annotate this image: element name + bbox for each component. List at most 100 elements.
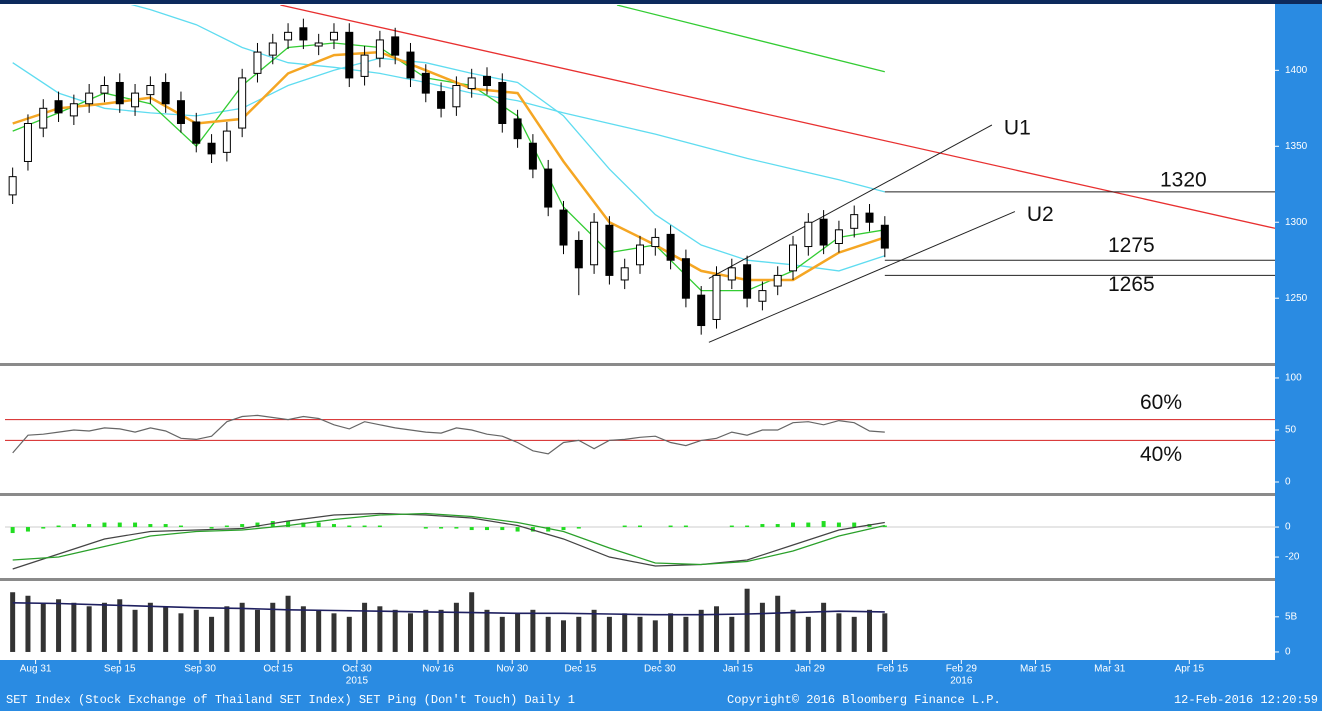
year-label: 2015 bbox=[346, 676, 369, 687]
candle-body bbox=[789, 244, 798, 272]
moving-average bbox=[12, 50, 886, 282]
volume-bar bbox=[423, 609, 429, 652]
candle-body bbox=[375, 39, 384, 59]
macd-line bbox=[12, 512, 885, 570]
candle-body bbox=[54, 100, 63, 114]
histogram-bar bbox=[500, 527, 505, 531]
volume-bar bbox=[668, 613, 674, 652]
x-tick-label: Jan 15 bbox=[723, 664, 753, 675]
candle-body bbox=[238, 77, 247, 129]
rsi-line bbox=[12, 414, 885, 455]
candle-body bbox=[100, 85, 109, 94]
candle-body bbox=[115, 81, 124, 105]
histogram-bar bbox=[316, 522, 321, 528]
histogram-bar bbox=[56, 525, 61, 528]
volume-bar bbox=[805, 616, 811, 652]
volume-bar bbox=[56, 599, 62, 652]
candle-body bbox=[391, 36, 400, 56]
histogram-bar bbox=[836, 522, 841, 528]
x-tick-label: Apr 15 bbox=[1175, 664, 1205, 675]
histogram-bar bbox=[745, 525, 750, 528]
candle-body bbox=[574, 239, 583, 269]
candle-body bbox=[222, 130, 231, 153]
volume-bar bbox=[224, 606, 230, 652]
histogram-bar bbox=[347, 525, 352, 528]
candle-body bbox=[804, 221, 813, 248]
volume-bar bbox=[209, 616, 215, 652]
volume-bar bbox=[71, 602, 77, 652]
candle-body bbox=[131, 92, 140, 108]
candle-body bbox=[39, 107, 48, 129]
volume-bar bbox=[25, 595, 31, 652]
footer-timestamp: 12-Feb-2016 12:20:59 bbox=[1174, 693, 1318, 707]
candle-body bbox=[727, 267, 736, 281]
histogram-bar bbox=[821, 521, 826, 528]
candle-body bbox=[590, 221, 599, 266]
histogram-bar bbox=[806, 522, 811, 528]
histogram-bar bbox=[622, 525, 627, 528]
x-tick-label: Jan 29 bbox=[795, 664, 825, 675]
histogram-bar bbox=[178, 525, 183, 528]
volume-average bbox=[12, 602, 885, 616]
level-label: 40% bbox=[1140, 443, 1182, 466]
volume-bar bbox=[484, 609, 490, 652]
candle-body bbox=[314, 42, 323, 47]
year-label: 2016 bbox=[950, 676, 973, 687]
trendline bbox=[616, 5, 885, 73]
histogram-bar bbox=[133, 522, 138, 528]
histogram-bar bbox=[286, 521, 291, 528]
histogram-bar bbox=[255, 522, 260, 528]
volume-bar bbox=[545, 616, 551, 652]
moving-average bbox=[12, 57, 886, 272]
volume-bar bbox=[285, 595, 291, 652]
x-tick-label: Feb 29 bbox=[946, 664, 978, 675]
candle-body bbox=[773, 274, 782, 287]
channel-label: U1 bbox=[1004, 117, 1031, 140]
histogram-bar bbox=[729, 525, 734, 528]
y-tick-label: 100 bbox=[1285, 373, 1302, 384]
candle-body bbox=[329, 31, 338, 41]
volume-bar bbox=[515, 613, 521, 652]
volume-bar bbox=[239, 602, 245, 652]
y-tick-label: 0 bbox=[1285, 647, 1291, 658]
candle-body bbox=[268, 42, 277, 56]
histogram-bar bbox=[439, 527, 444, 529]
candle-body bbox=[544, 168, 553, 208]
histogram-bar bbox=[561, 527, 566, 531]
x-tick-label: Mar 15 bbox=[1020, 664, 1052, 675]
volume-bar bbox=[453, 602, 459, 652]
volume-bar bbox=[683, 616, 689, 652]
candle-body bbox=[620, 267, 629, 281]
candle-body bbox=[605, 224, 614, 276]
histogram-bar bbox=[530, 527, 535, 532]
histogram-bar bbox=[87, 524, 92, 528]
histogram-bar bbox=[362, 525, 367, 528]
volume-bar bbox=[882, 613, 888, 652]
panel bbox=[12, 5, 1275, 343]
histogram-bar bbox=[71, 524, 76, 528]
candle-body bbox=[299, 27, 308, 41]
volume-bar bbox=[560, 620, 566, 652]
level-label: 1265 bbox=[1108, 273, 1155, 296]
volume-bar bbox=[775, 595, 781, 652]
x-tick-label: Dec 30 bbox=[644, 664, 676, 675]
histogram-bar bbox=[117, 522, 122, 528]
volume-bar bbox=[790, 609, 796, 652]
volume-bar bbox=[193, 609, 199, 652]
volume-bar bbox=[163, 606, 169, 652]
candle-body bbox=[207, 142, 216, 155]
histogram-bar bbox=[546, 527, 551, 532]
macd-line bbox=[12, 512, 885, 566]
volume-bar bbox=[300, 606, 306, 652]
histogram-bar bbox=[576, 527, 581, 529]
panel-separator bbox=[0, 578, 1275, 581]
volume-bar bbox=[438, 609, 444, 652]
x-tick-label: Oct 15 bbox=[263, 664, 293, 675]
volume-bar bbox=[86, 606, 92, 652]
volume-bar bbox=[270, 602, 276, 652]
volume-bar bbox=[867, 609, 873, 652]
volume-bar bbox=[117, 599, 123, 652]
y-tick-label: -20 bbox=[1285, 552, 1300, 563]
candle-body bbox=[498, 81, 507, 124]
